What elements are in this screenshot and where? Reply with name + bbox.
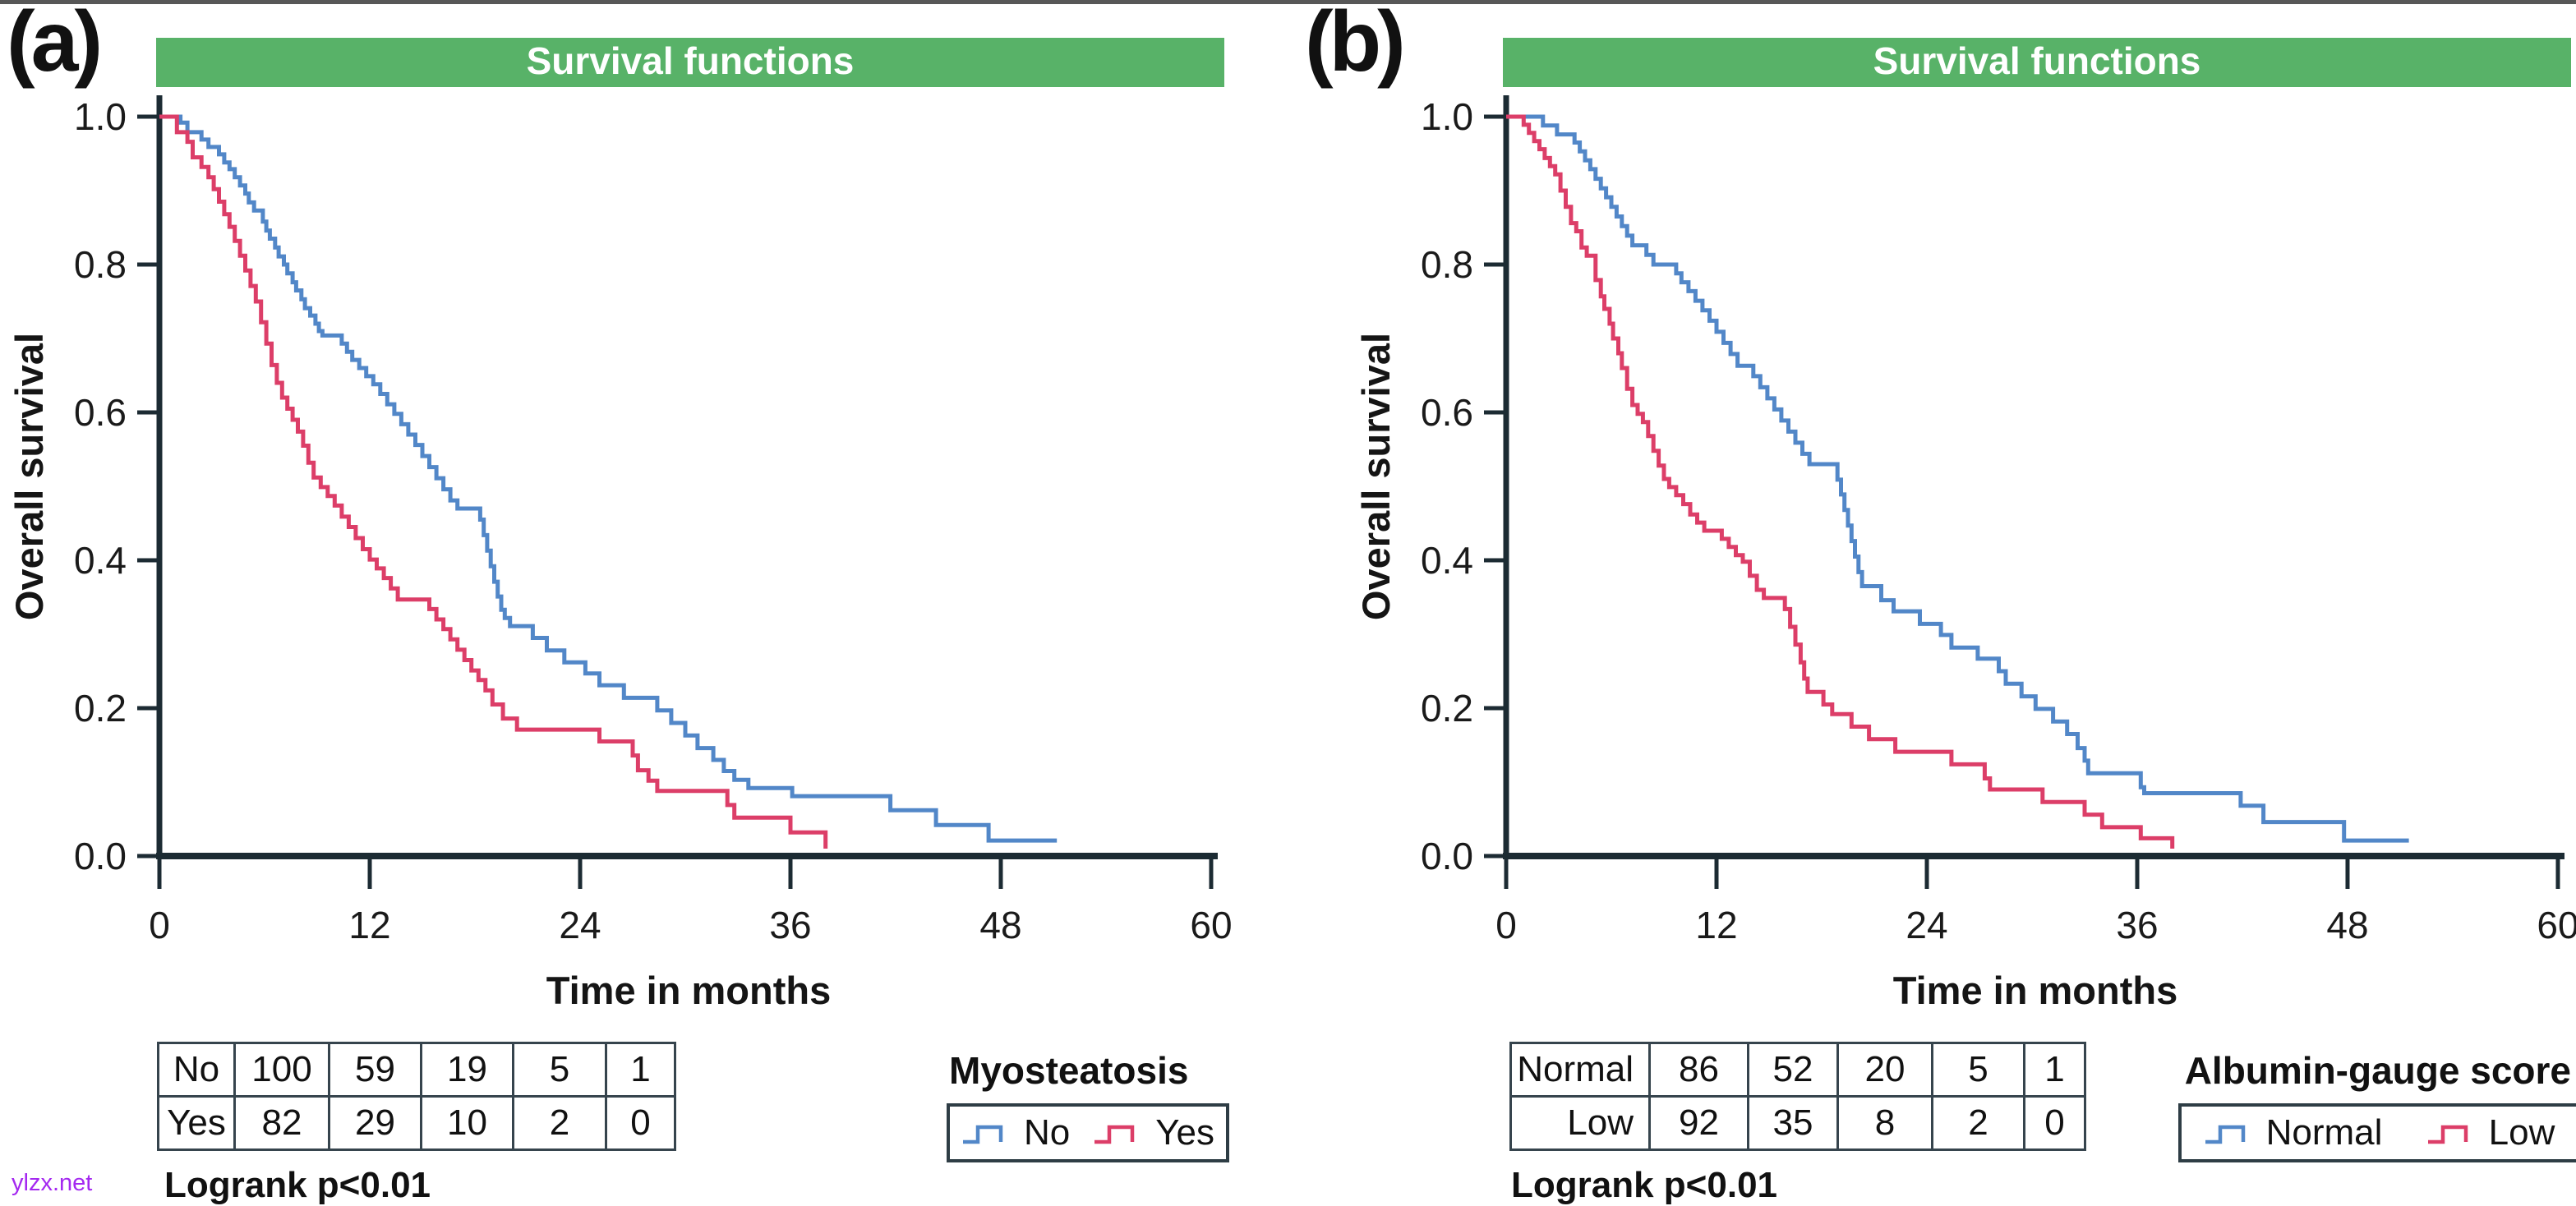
risk-count: 92 — [1648, 1095, 1749, 1151]
y-tick-label: 0.0 — [74, 835, 127, 877]
risk-count: 2 — [512, 1095, 607, 1151]
x-tick-label: 0 — [1495, 904, 1517, 946]
survival-curve-low — [1506, 114, 2175, 849]
legend-item-label: Yes — [1155, 1112, 1214, 1153]
table-row: Low 92 35 8 2 0 — [1509, 1095, 2086, 1151]
y-tick-label: 1.0 — [74, 95, 127, 138]
legend-item-label: Low — [2488, 1112, 2555, 1153]
step-line-icon — [962, 1125, 1003, 1144]
x-tick-label: 0 — [149, 904, 170, 946]
x-tick-label: 48 — [2326, 904, 2368, 946]
survival-curve-normal — [1506, 114, 2409, 843]
step-line-icon — [2427, 1125, 2468, 1144]
chart-title: Survival functions — [1873, 39, 2201, 82]
panel-a: Survival functions Time in months Overal… — [7, 38, 1233, 1205]
risk-row-label: Low — [1509, 1095, 1651, 1151]
risk-count: 5 — [1931, 1042, 2025, 1098]
risk-count: 59 — [328, 1042, 422, 1098]
y-tick-label: 0.2 — [74, 687, 127, 730]
watermark: ylzx.net — [12, 1170, 93, 1196]
risk-count: 1 — [2023, 1042, 2086, 1098]
risk-count: 1 — [605, 1042, 676, 1098]
x-tick-label: 36 — [2116, 904, 2158, 946]
y-tick-label: 0.4 — [74, 539, 127, 582]
panel-label-b: (b) — [1305, 0, 1406, 90]
x-axis-title: Time in months — [546, 969, 831, 1012]
risk-table: Normal 86 52 20 5 1 Low 92 35 8 2 0 — [1509, 1042, 2086, 1151]
y-tick-label: 0.0 — [1421, 835, 1473, 877]
legend-item-label: No — [1023, 1112, 1071, 1153]
risk-table: No 100 59 19 5 1 Yes 82 29 10 2 0 — [157, 1042, 676, 1151]
risk-count: 19 — [420, 1042, 514, 1098]
logrank-annotation: Logrank p<0.01 — [1511, 1165, 1778, 1205]
x-axis-title: Time in months — [1893, 969, 2177, 1012]
survival-curve-yes — [159, 114, 828, 849]
risk-count: 20 — [1836, 1042, 1933, 1098]
legend-item-no: No — [961, 1112, 1070, 1153]
risk-row-label: Yes — [157, 1095, 236, 1151]
chart-header-bar — [1503, 38, 2571, 87]
y-tick-label: 0.6 — [74, 391, 127, 434]
logrank-annotation: Logrank p<0.01 — [164, 1165, 431, 1205]
risk-count: 100 — [233, 1042, 330, 1098]
risk-count: 35 — [1747, 1095, 1839, 1151]
top-crop-line — [0, 0, 2576, 4]
y-tick-label: 1.0 — [1421, 95, 1473, 138]
legend-item-low: Low — [2426, 1112, 2555, 1153]
y-axis-title: Overall survival — [7, 333, 51, 620]
legend-item-normal: Normal — [2204, 1112, 2383, 1153]
x-tick-label: 60 — [1190, 904, 1232, 946]
chart-header-bar — [156, 38, 1224, 87]
survival-chart-b: Survival functions Time in months Overal… — [1354, 38, 2576, 1012]
x-tick-label: 36 — [769, 904, 811, 946]
y-tick-label: 0.2 — [1421, 687, 1473, 730]
risk-count: 10 — [420, 1095, 514, 1151]
y-tick-label: 0.8 — [1421, 243, 1473, 286]
plot-area: 0 12 24 36 48 60 1.0 0.8 0.6 0.4 0.2 0.0 — [1421, 95, 2576, 946]
x-tick-label: 60 — [2537, 904, 2576, 946]
y-tick-label: 0.8 — [74, 243, 127, 286]
risk-count: 0 — [2023, 1095, 2086, 1151]
table-row: Yes 82 29 10 2 0 — [157, 1095, 676, 1151]
legend-item-label: Normal — [2265, 1112, 2383, 1153]
plot-area: 0 12 24 36 48 60 1.0 0.8 0.6 0.4 0.2 0.0 — [74, 95, 1233, 946]
x-tick-label: 12 — [348, 904, 390, 946]
risk-count: 2 — [1931, 1095, 2025, 1151]
survival-chart-a: Survival functions Time in months Overal… — [7, 38, 1233, 1012]
y-tick-label: 0.6 — [1421, 391, 1473, 434]
risk-count: 82 — [233, 1095, 330, 1151]
y-tick-label: 0.4 — [1421, 539, 1473, 582]
x-tick-label: 48 — [979, 904, 1021, 946]
risk-count: 0 — [605, 1095, 676, 1151]
legend-title: Myosteatosis — [949, 1049, 1189, 1092]
risk-count: 86 — [1648, 1042, 1749, 1098]
panel-b: Survival functions Time in months Overal… — [1347, 0, 2576, 1206]
legend-box: Normal Low — [2178, 1103, 2576, 1162]
panel-label-a: (a) — [7, 0, 103, 90]
step-line-icon — [2205, 1125, 2245, 1144]
risk-count: 29 — [328, 1095, 422, 1151]
chart-title: Survival functions — [527, 39, 855, 82]
table-row: Normal 86 52 20 5 1 — [1509, 1042, 2086, 1098]
legend-item-yes: Yes — [1093, 1112, 1214, 1153]
risk-count: 52 — [1747, 1042, 1839, 1098]
y-axis-title: Overall survival — [1354, 333, 1398, 620]
risk-count: 5 — [512, 1042, 607, 1098]
risk-row-label: No — [157, 1042, 236, 1098]
x-tick-label: 24 — [1906, 904, 1947, 946]
table-row: No 100 59 19 5 1 — [157, 1042, 676, 1098]
legend-title: Albumin-gauge score — [2184, 1049, 2571, 1092]
legend-box: No Yes — [947, 1103, 1229, 1162]
risk-count: 8 — [1836, 1095, 1933, 1151]
risk-row-label: Normal — [1509, 1042, 1651, 1098]
step-line-icon — [1094, 1125, 1135, 1144]
survival-curve-no — [159, 114, 1058, 843]
x-tick-label: 12 — [1695, 904, 1737, 946]
x-tick-label: 24 — [559, 904, 601, 946]
